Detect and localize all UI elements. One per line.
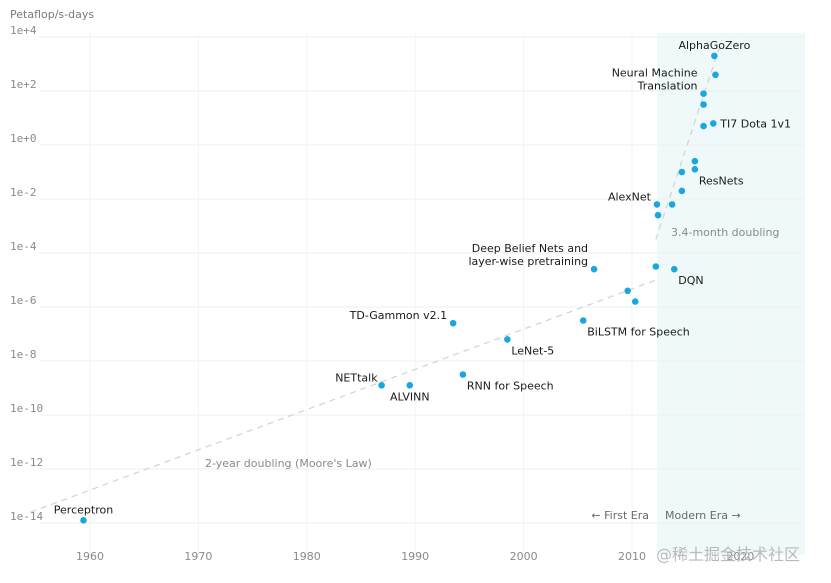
data-point-label: TI7 Dota 1v1 xyxy=(719,117,791,130)
data-point xyxy=(631,298,639,305)
data-point-label: Translation xyxy=(637,80,698,93)
grid-layer xyxy=(40,33,805,555)
y-tick-label: 1e-4 xyxy=(10,240,37,253)
data-point-label: TD-Gammon v2.1 xyxy=(349,309,447,322)
data-point-label: LeNet-5 xyxy=(511,344,554,357)
x-tick-label: 2010 xyxy=(618,550,646,563)
data-point xyxy=(711,52,718,60)
data-point xyxy=(700,122,707,130)
data-point xyxy=(710,120,717,127)
y-tick-label: 1e+4 xyxy=(10,24,37,37)
modern-era-label: Modern Era → xyxy=(665,509,741,522)
data-point xyxy=(504,336,511,343)
data-point xyxy=(700,101,707,108)
y-tick-label: 1e+2 xyxy=(10,78,37,91)
y-tick-label: 1e-14 xyxy=(10,510,43,523)
x-tick-label: 1970 xyxy=(184,550,212,563)
data-point-label: NETtalk xyxy=(335,371,378,384)
watermark: @稀土掘金技术社区 xyxy=(656,545,800,564)
y-tick-label: 1e+0 xyxy=(10,132,37,145)
trend-label-moores-law: 2-year doubling (Moore's Law) xyxy=(205,457,372,470)
data-point xyxy=(653,201,661,208)
data-point-label: RNN for Speech xyxy=(467,380,554,393)
data-point xyxy=(678,168,686,176)
data-point xyxy=(700,90,707,97)
trend-line xyxy=(30,279,657,513)
trend-line xyxy=(655,39,723,240)
y-tick-label: 1e-6 xyxy=(10,294,37,307)
data-point-label: AlphaGoZero xyxy=(678,39,750,52)
y-tick-label: 1e-12 xyxy=(10,456,43,469)
x-tick-label: 2000 xyxy=(510,550,538,563)
data-point-label: BiLSTM for Speech xyxy=(587,326,690,339)
trend-layer: 2-year doubling (Moore's Law) 3.4-month d… xyxy=(30,39,779,513)
y-tick-label: 1e-8 xyxy=(10,348,37,361)
era-shading-layer xyxy=(656,33,805,555)
data-point-label: DQN xyxy=(678,274,703,287)
data-point xyxy=(449,319,457,327)
data-point xyxy=(668,201,676,208)
data-point-label: Deep Belief Nets and xyxy=(472,242,588,255)
modern-era-shading xyxy=(656,33,805,555)
data-point xyxy=(670,265,678,273)
first-era-label: ← First Era xyxy=(591,509,649,522)
data-point xyxy=(590,265,598,273)
data-point xyxy=(654,211,662,219)
x-tick-label: 1980 xyxy=(293,550,321,563)
trend-label-3-4-month: 3.4-month doubling xyxy=(671,226,779,239)
data-point xyxy=(406,382,414,389)
x-tick-label: 1960 xyxy=(76,550,104,563)
data-point xyxy=(691,157,699,165)
data-point xyxy=(712,71,719,79)
data-point xyxy=(378,382,385,389)
y-tick-label: 1e-2 xyxy=(10,186,37,199)
era-labels-layer: ← First Era Modern Era → xyxy=(591,509,740,522)
data-point xyxy=(459,371,467,378)
axis-layer: Petaflop/s-days 1e+4 1e+2 1e+0 1e-2 1e-4 1e-6… xyxy=(10,8,754,563)
data-point-label: ResNets xyxy=(699,174,744,187)
y-axis-unit-label: Petaflop/s-days xyxy=(10,8,94,21)
data-point-label: Neural Machine xyxy=(612,67,698,80)
data-point xyxy=(652,263,660,270)
data-point-label: layer-wise pretraining xyxy=(468,255,588,268)
data-point-label: AlexNet xyxy=(608,190,652,203)
data-point xyxy=(579,317,587,324)
points-layer xyxy=(80,52,719,524)
data-point xyxy=(80,517,87,524)
y-tick-label: 1e-10 xyxy=(10,402,43,415)
data-point-label: ALVINN xyxy=(390,390,430,403)
x-tick-label: 2020 xyxy=(726,550,754,563)
point-labels-layer: Perceptron NETtalk ALVINN RNN for Speech TD-… xyxy=(54,39,791,516)
data-point xyxy=(691,166,699,173)
data-point xyxy=(678,187,686,195)
x-tick-label: 1990 xyxy=(401,550,429,563)
data-point xyxy=(624,287,631,295)
data-point-label: Perceptron xyxy=(54,503,113,516)
